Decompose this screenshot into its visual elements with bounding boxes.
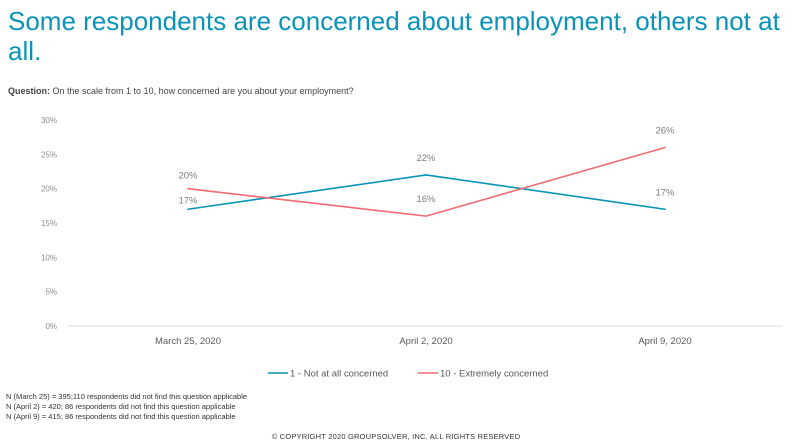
x-tick-label: March 25, 2020 xyxy=(155,336,221,347)
y-tick-label: 10% xyxy=(41,253,57,262)
x-tick-label: April 9, 2020 xyxy=(638,336,691,347)
question-line: Question: On the scale from 1 to 10, how… xyxy=(8,86,354,96)
y-tick-label: 5% xyxy=(45,288,57,297)
data-point xyxy=(425,174,427,176)
data-point xyxy=(425,215,427,217)
data-label: 22% xyxy=(416,153,436,164)
data-point xyxy=(664,208,666,211)
y-tick-label: 25% xyxy=(41,150,57,159)
legend: 1 - Not at all concerned 10 - Extremely c… xyxy=(268,369,548,380)
data-point xyxy=(187,187,189,190)
y-tick-labels: 0% 5% 10% 15% 20% 25% 30% xyxy=(41,116,57,331)
footnote: N (April 2) = 420; 86 respondents did no… xyxy=(6,402,236,411)
series-lines xyxy=(187,146,666,217)
data-label: 26% xyxy=(655,125,675,136)
footnotes: N (March 25) = 395;110 respondents did n… xyxy=(6,392,247,422)
x-tick-label: April 2, 2020 xyxy=(399,336,452,347)
line-chart: 0% 5% 10% 15% 20% 25% 30% March 25, 2020 April … xyxy=(41,116,782,380)
data-label: 16% xyxy=(416,194,436,205)
question-text: On the scale from 1 to 10, how concerned… xyxy=(52,86,354,96)
y-tick-label: 15% xyxy=(41,219,57,228)
copyright-notice: © COPYRIGHT 2020 GROUPSOLVER, INC. ALL R… xyxy=(271,432,521,441)
data-label: 20% xyxy=(178,171,198,182)
page-title: Some respondents are concerned about emp… xyxy=(8,6,780,66)
data-label: 17% xyxy=(178,195,198,206)
legend-label: 10 - Extremely concerned xyxy=(440,369,548,380)
footnote: N (March 25) = 395;110 respondents did n… xyxy=(6,392,248,401)
y-tick-label: 20% xyxy=(41,185,57,194)
data-label: 17% xyxy=(655,187,675,198)
footnote: N (April 9) = 415; 86 respondents did no… xyxy=(6,412,236,421)
data-point xyxy=(187,208,189,211)
data-labels: 17% 22% 17% 20% 16% 26% xyxy=(178,125,675,206)
y-tick-label: 0% xyxy=(45,322,57,331)
data-point xyxy=(664,146,666,149)
x-tick-labels: March 25, 2020 April 2, 2020 April 9, 2020 xyxy=(155,336,692,347)
legend-label: 1 - Not at all concerned xyxy=(290,369,388,380)
question-label: Question: xyxy=(8,86,50,96)
y-tick-label: 30% xyxy=(41,116,57,125)
